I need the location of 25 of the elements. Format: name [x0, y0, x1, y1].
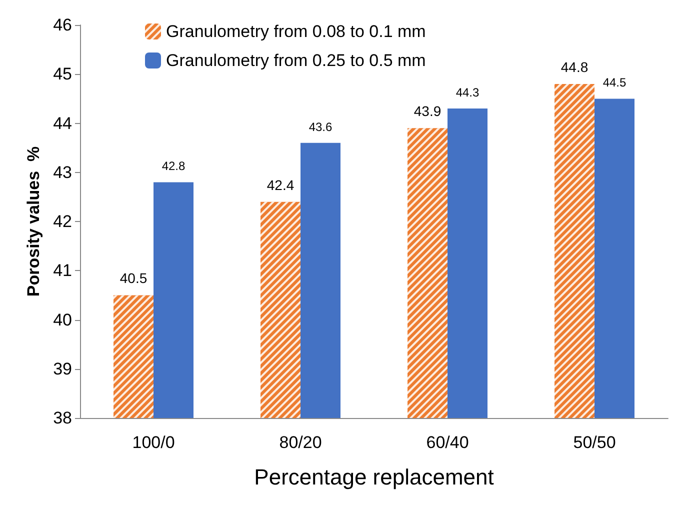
y-tick-label: 46 — [53, 16, 72, 34]
x-tick-label: 60/40 — [426, 433, 469, 452]
y-tick-label: 44 — [53, 114, 72, 133]
data-label: 42.4 — [266, 176, 294, 193]
y-tick-label: 40 — [53, 310, 72, 330]
y-tick-label: 41 — [53, 261, 72, 280]
y-axis-title: Porosity values % — [24, 146, 43, 297]
data-label: 43.6 — [308, 120, 332, 134]
y-tick-label: 42 — [53, 212, 72, 231]
x-tick-label: 80/20 — [279, 433, 322, 452]
legend-label: Granulometry from 0.08 to 0.1 mm — [166, 22, 426, 41]
data-label: 43.9 — [414, 103, 442, 120]
data-label: 44.8 — [560, 58, 588, 75]
y-tick-label: 39 — [53, 359, 72, 378]
data-label: 44.3 — [456, 86, 480, 100]
x-tick-label: 50/50 — [573, 433, 616, 452]
y-tick-label: 45 — [53, 64, 72, 84]
legend-label: Granulometry from 0.25 to 0.5 mm — [166, 51, 426, 70]
y-tick-label: 38 — [53, 408, 72, 428]
data-label: 40.5 — [120, 270, 148, 286]
x-axis-title: Percentage replacement — [254, 464, 494, 490]
y-tick-label: 43 — [53, 162, 72, 182]
data-label: 42.8 — [162, 159, 186, 174]
x-tick-label: 100/0 — [132, 433, 175, 452]
data-label: 44.5 — [602, 76, 626, 90]
